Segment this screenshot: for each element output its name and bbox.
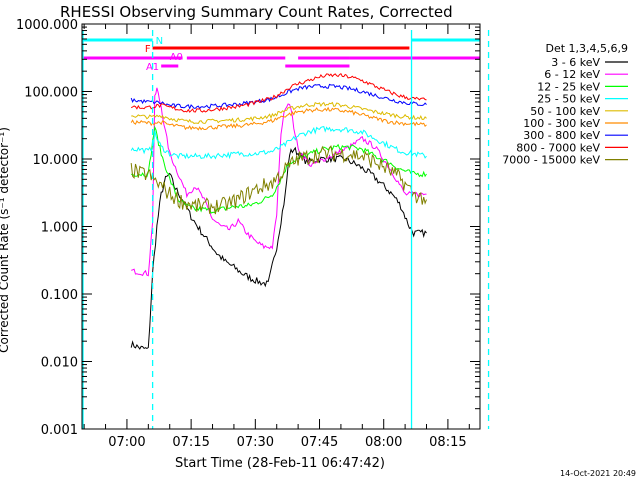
- chart-title: RHESSI Observing Summary Count Rates, Co…: [60, 3, 453, 21]
- series-line-2: [131, 125, 427, 214]
- series-line-6: [130, 83, 427, 110]
- x-tick-label: 08:15: [429, 435, 466, 450]
- series-line-1: [131, 87, 427, 277]
- series-group: [130, 72, 427, 350]
- legend-title: Det 1,3,4,5,6,9: [545, 42, 628, 55]
- x-tick-label: 07:00: [108, 435, 145, 450]
- legend-label-7: 800 - 7000 keV: [516, 141, 600, 154]
- series-line-7: [130, 72, 427, 113]
- legend-label-1: 6 - 12 keV: [544, 68, 600, 81]
- legend-label-4: 50 - 100 keV: [530, 105, 600, 118]
- series-line-4: [131, 101, 427, 124]
- x-axis-label: Start Time (28-Feb-11 06:47:42): [175, 456, 385, 471]
- y-tick-label: 0.001: [41, 423, 78, 438]
- x-tick-label: 07:30: [237, 435, 274, 450]
- y-tick-label: 1000.000: [16, 18, 78, 33]
- y-axis-label: Corrected Count Rate (s⁻¹ detector⁻¹): [0, 127, 11, 353]
- y-tick-label: 0.100: [41, 288, 78, 303]
- legend-label-6: 300 - 800 keV: [523, 129, 600, 142]
- axes: 1000.000 100.000 10.000 1.000 0.100 0.010 0.00…: [16, 18, 481, 450]
- attenuator-bars: NFA0A1: [82, 36, 480, 73]
- attenuator-label-a0: A0: [170, 52, 183, 63]
- legend-label-8: 7000 - 15000 keV: [502, 154, 600, 167]
- series-line-3: [130, 126, 427, 160]
- x-tick-label: 07:15: [172, 435, 209, 450]
- x-tick-label: 07:45: [301, 435, 338, 450]
- footer-timestamp: 14-Oct-2021 20:49: [560, 469, 636, 478]
- series-line-8: [130, 145, 427, 215]
- y-tick-label: 1.000: [41, 221, 78, 236]
- y-tick-label: 100.000: [24, 86, 78, 101]
- attenuator-label-n: N: [156, 36, 163, 47]
- legend-label-0: 3 - 6 keV: [551, 56, 600, 69]
- legend-label-3: 25 - 50 keV: [537, 93, 600, 106]
- y-tick-label: 10.000: [33, 153, 79, 168]
- legend-label-2: 12 - 25 keV: [537, 80, 600, 93]
- attenuator-label-f: F: [145, 44, 151, 55]
- x-tick-label: 08:00: [365, 435, 402, 450]
- legend-label-5: 100 - 300 keV: [523, 117, 600, 130]
- y-tick-label: 0.010: [41, 356, 78, 371]
- series-line-5: [130, 106, 427, 131]
